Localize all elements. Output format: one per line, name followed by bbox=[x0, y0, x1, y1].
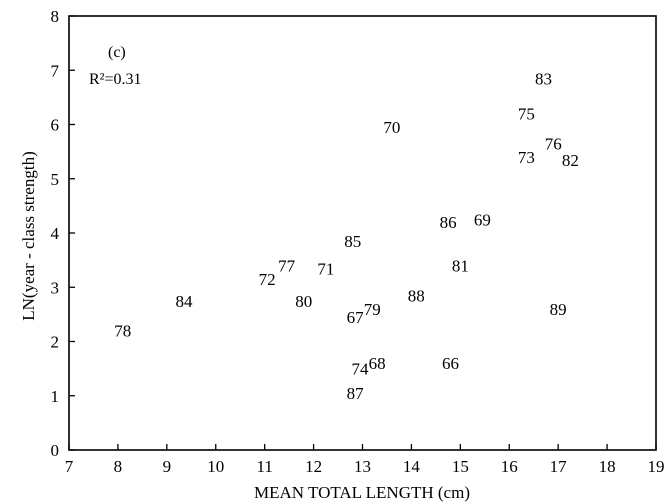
data-point-77: 77 bbox=[278, 257, 296, 276]
y-tick-label: 5 bbox=[51, 170, 60, 189]
axis-ticks bbox=[68, 15, 657, 451]
x-tick-label: 11 bbox=[256, 457, 272, 476]
data-point-69: 69 bbox=[474, 210, 491, 229]
data-point-73: 73 bbox=[518, 148, 535, 167]
x-tick-label: 16 bbox=[501, 457, 518, 476]
x-tick-label: 12 bbox=[305, 457, 322, 476]
r-squared-annotation: R²=0.31 bbox=[89, 71, 142, 88]
x-tick-label: 8 bbox=[114, 457, 123, 476]
data-point-68: 68 bbox=[369, 354, 386, 373]
data-point-79: 79 bbox=[364, 300, 381, 319]
data-point-78: 78 bbox=[114, 322, 131, 341]
y-tick-label: 0 bbox=[51, 441, 60, 460]
data-point-84: 84 bbox=[175, 292, 193, 311]
data-point-86: 86 bbox=[440, 213, 457, 232]
data-point-88: 88 bbox=[408, 286, 425, 305]
data-point-74: 74 bbox=[352, 360, 370, 379]
x-tick-label: 18 bbox=[599, 457, 616, 476]
data-point-85: 85 bbox=[344, 232, 361, 251]
x-tick-label: 10 bbox=[207, 457, 224, 476]
data-point-76: 76 bbox=[545, 134, 562, 153]
data-point-89: 89 bbox=[550, 300, 567, 319]
x-axis-label: MEAN TOTAL LENGTH (cm) bbox=[254, 483, 470, 502]
y-tick-label: 1 bbox=[51, 387, 60, 406]
y-tick-label: 6 bbox=[51, 116, 60, 135]
data-point-71: 71 bbox=[317, 259, 334, 278]
y-tick-label: 4 bbox=[51, 224, 60, 243]
x-tick-label: 17 bbox=[550, 457, 568, 476]
x-tick-labels: 7 8 9 10 11 12 13 14 15 16 17 18 19 bbox=[65, 457, 665, 476]
data-point-67: 67 bbox=[347, 308, 365, 327]
panel-label: (c) bbox=[108, 44, 126, 61]
x-tick-label: 9 bbox=[163, 457, 172, 476]
x-tick-label: 7 bbox=[65, 457, 74, 476]
x-tick-label: 14 bbox=[403, 457, 421, 476]
data-point-72: 72 bbox=[259, 270, 276, 289]
data-point-87: 87 bbox=[347, 384, 365, 403]
x-tick-label: 15 bbox=[452, 457, 469, 476]
x-tick-label: 13 bbox=[354, 457, 371, 476]
data-point-83: 83 bbox=[535, 69, 552, 88]
data-point-81: 81 bbox=[452, 257, 469, 276]
y-tick-label: 8 bbox=[51, 7, 60, 26]
data-point-70: 70 bbox=[383, 118, 400, 137]
y-tick-label: 2 bbox=[51, 333, 60, 352]
y-axis-label: LN(year - class strength) bbox=[19, 151, 38, 320]
data-point-75: 75 bbox=[518, 105, 535, 124]
y-tick-label: 7 bbox=[51, 61, 60, 80]
y-tick-label: 3 bbox=[51, 278, 60, 297]
data-point-82: 82 bbox=[562, 151, 579, 170]
data-point-66: 66 bbox=[442, 354, 459, 373]
x-tick-label: 19 bbox=[648, 457, 665, 476]
data-point-80: 80 bbox=[295, 292, 312, 311]
y-tick-labels: 0 1 2 3 4 5 6 7 8 bbox=[51, 7, 60, 460]
